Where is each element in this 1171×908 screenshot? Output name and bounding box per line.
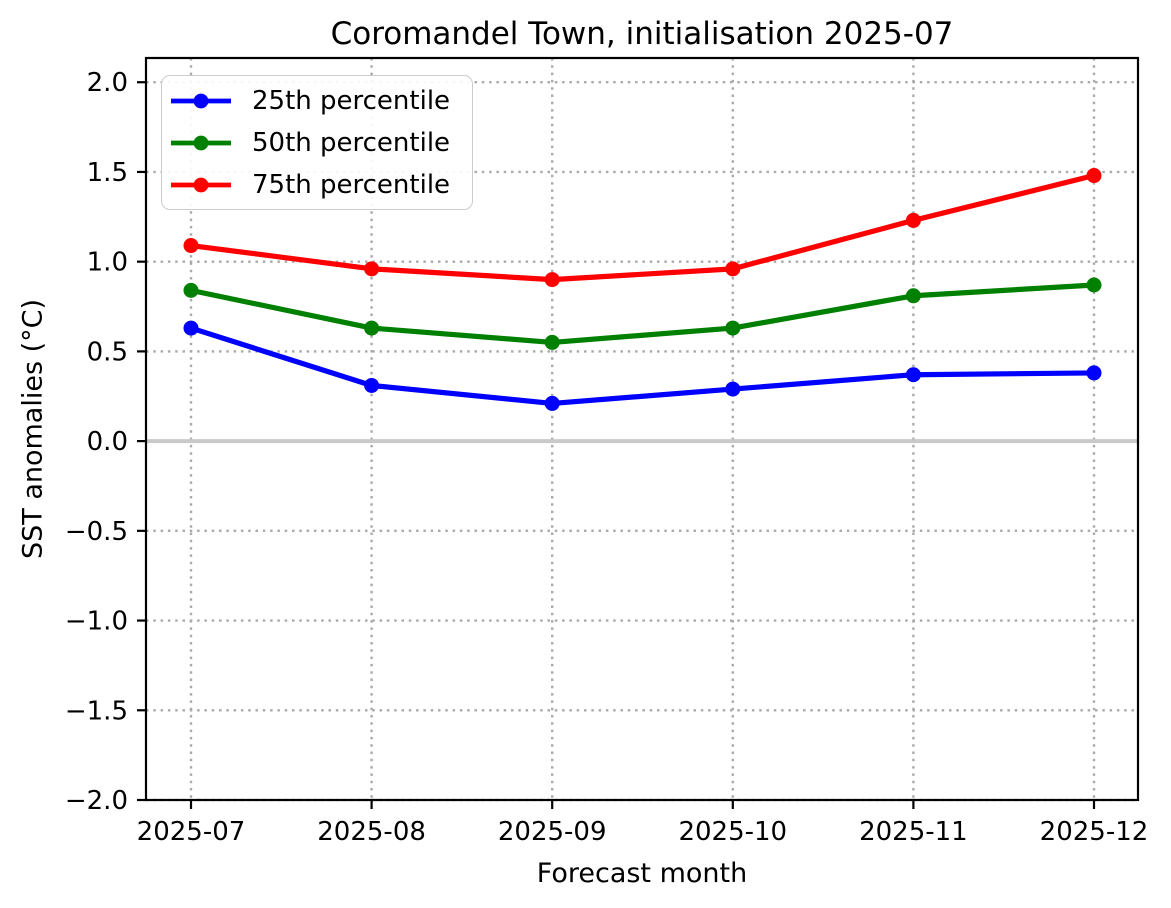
legend-swatch-75th-icon (171, 177, 231, 192)
series-line-75th-percentile (188, 172, 1097, 283)
x-tick-label: 2025-09 (498, 817, 607, 847)
data-point (183, 282, 199, 298)
x-tick-label: 2025-08 (317, 817, 426, 847)
legend-swatch-50th-icon (171, 135, 231, 150)
data-point (183, 238, 199, 254)
data-point (725, 381, 741, 397)
legend-label: 75th percentile (252, 169, 451, 200)
data-point (364, 377, 380, 393)
data-point (905, 367, 921, 383)
data-point (364, 320, 380, 336)
y-tick-label: 1.0 (87, 248, 128, 278)
series-line-25th-percentile (188, 325, 1097, 407)
y-tick-label: −0.5 (65, 517, 128, 547)
data-point (905, 212, 921, 228)
data-point (364, 261, 380, 277)
x-axis-label: Forecast month (536, 858, 748, 889)
y-tick-label: −2.0 (65, 786, 128, 816)
data-point (544, 395, 560, 411)
y-tick-label: −1.0 (65, 607, 128, 637)
data-point (905, 288, 921, 304)
y-tick-label: 0.0 (87, 427, 128, 457)
y-tick-label: 1.5 (87, 158, 128, 188)
data-point (544, 272, 560, 288)
data-point (1086, 168, 1102, 184)
y-tick-label: −1.5 (65, 696, 128, 726)
data-point (1086, 365, 1102, 381)
x-tick-label: 2025-10 (678, 817, 787, 847)
x-tick-label: 2025-11 (859, 817, 968, 847)
chart-title: Coromandel Town, initialisation 2025-07 (330, 16, 954, 52)
series-line-50th-percentile (188, 282, 1097, 346)
data-point (183, 320, 199, 336)
x-tick-label: 2025-12 (1040, 817, 1149, 847)
legend-label: 50th percentile (252, 127, 451, 158)
legend-swatch-25th-icon (171, 93, 231, 108)
legend-item-25th-percentile: 25th percentile (169, 80, 472, 122)
plot-border (144, 56, 1140, 802)
y-tick-label: 2.0 (87, 68, 128, 98)
y-tick-label: 0.5 (87, 337, 128, 367)
legend-label: 25th percentile (252, 85, 451, 116)
legend-item-50th-percentile: 50th percentile (169, 122, 472, 164)
data-point (725, 320, 741, 336)
legend: 25th percentile 50th percentile 75th per… (161, 75, 473, 210)
data-point (544, 334, 560, 350)
data-point (1086, 277, 1102, 293)
y-axis-label: SST anomalies (°C) (17, 298, 49, 560)
legend-item-75th-percentile: 75th percentile (169, 164, 472, 206)
x-tick-label: 2025-07 (137, 817, 246, 847)
data-point (725, 261, 741, 277)
